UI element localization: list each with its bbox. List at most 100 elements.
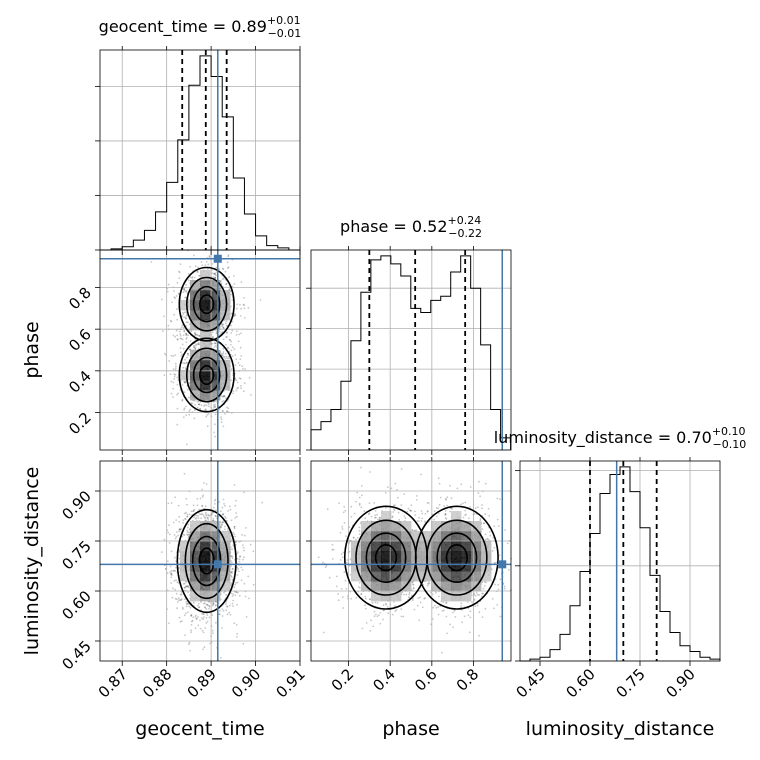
sample-point	[225, 320, 228, 323]
sample-point	[375, 613, 377, 616]
sample-point	[176, 376, 179, 379]
sample-point	[205, 617, 208, 619]
sample-point	[198, 403, 200, 405]
sample-point	[225, 594, 228, 596]
sample-point	[491, 598, 494, 600]
sample-point	[172, 387, 175, 390]
sample-point	[469, 506, 472, 508]
sample-point	[185, 605, 188, 608]
sample-point	[171, 574, 173, 576]
sample-point	[234, 354, 237, 356]
sample-point	[176, 318, 179, 321]
sample-point	[403, 493, 406, 495]
sample-point	[445, 615, 448, 618]
sample-point	[172, 521, 175, 524]
sample-point	[201, 264, 204, 267]
sample-point	[368, 598, 371, 600]
sample-point	[493, 607, 495, 610]
sample-point	[213, 272, 216, 275]
sample-point	[182, 519, 185, 522]
sample-point	[196, 270, 199, 273]
sample-point	[240, 579, 243, 582]
sample-point	[188, 605, 191, 608]
sample-point	[224, 357, 227, 360]
sample-point	[225, 336, 228, 338]
sample-point	[361, 494, 363, 497]
sample-point	[446, 496, 449, 499]
sample-point	[185, 362, 188, 364]
sample-point	[195, 333, 198, 336]
sample-point	[183, 316, 186, 319]
sample-point	[176, 282, 179, 284]
sample-point	[445, 497, 447, 500]
sample-point	[417, 597, 420, 599]
sample-point	[420, 510, 423, 512]
sample-point	[218, 268, 221, 271]
sample-point	[176, 423, 179, 426]
sample-point	[215, 342, 217, 344]
sample-point	[322, 631, 325, 634]
sample-point	[212, 406, 215, 408]
sample-point	[178, 530, 181, 533]
sample-point	[185, 317, 187, 320]
sample-point	[499, 498, 501, 501]
sample-point	[205, 511, 207, 514]
sample-point	[170, 354, 173, 357]
sample-point	[185, 600, 188, 603]
sample-point	[184, 358, 186, 361]
sample-point	[221, 409, 224, 412]
sample-point	[224, 270, 227, 273]
sample-point	[234, 314, 237, 317]
sample-point	[221, 608, 224, 610]
sample-point	[186, 585, 189, 587]
sample-point	[372, 625, 374, 628]
sample-point	[193, 516, 196, 519]
sample-point	[414, 510, 416, 513]
sample-point	[418, 516, 420, 519]
sample-point	[478, 594, 481, 596]
sample-point	[370, 515, 373, 518]
sample-point	[234, 583, 237, 586]
sample-point	[222, 348, 225, 350]
sample-point	[373, 502, 375, 504]
sample-point	[181, 361, 184, 364]
sample-point	[379, 622, 382, 625]
sample-point	[187, 526, 189, 529]
sample-point	[223, 591, 225, 594]
sample-point	[355, 500, 357, 503]
sample-point	[220, 353, 223, 355]
sample-point	[170, 392, 173, 395]
sample-point	[358, 526, 361, 529]
sample-point	[234, 594, 237, 597]
sample-point	[170, 576, 173, 579]
sample-point	[243, 582, 246, 585]
sample-point	[230, 305, 232, 308]
sample-point	[236, 330, 238, 333]
sample-point	[355, 597, 358, 599]
sample-point	[248, 376, 251, 379]
sample-point	[194, 333, 197, 336]
sample-point	[186, 356, 189, 359]
sample-point	[190, 629, 193, 632]
sample-point	[239, 303, 241, 306]
sample-point	[185, 334, 188, 336]
sample-point	[214, 400, 217, 402]
sample-point	[196, 406, 199, 409]
sample-point	[197, 334, 200, 337]
sample-point	[243, 382, 246, 384]
sample-point	[228, 357, 230, 360]
sample-point	[190, 613, 193, 616]
sample-point	[239, 377, 242, 380]
sample-point	[224, 504, 226, 507]
sample-point	[464, 514, 467, 517]
sample-point	[176, 407, 179, 410]
sample-point	[214, 276, 217, 279]
sample-point	[184, 381, 187, 384]
sample-point	[471, 601, 473, 604]
sample-point	[175, 519, 178, 521]
sample-point	[233, 283, 236, 285]
sample-point	[186, 388, 189, 391]
sample-point	[407, 507, 410, 510]
sample-point	[187, 523, 190, 526]
density-cell	[210, 531, 221, 542]
